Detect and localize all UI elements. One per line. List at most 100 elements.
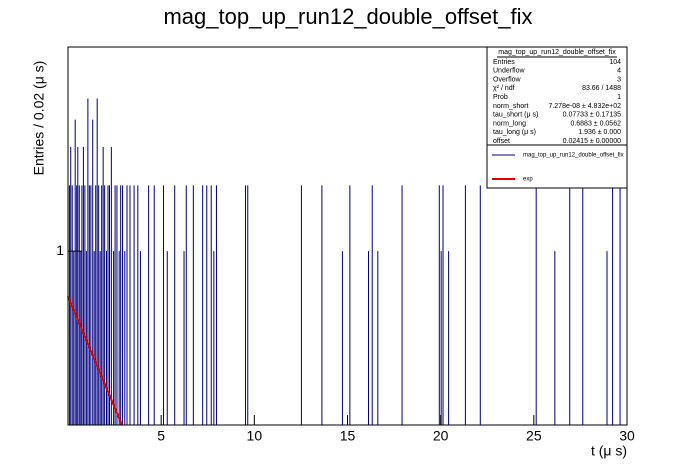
stats-label: χ² / ndf [493,85,515,92]
bar [137,185,139,425]
legend-box [486,144,628,189]
bar [619,185,621,425]
bar [126,185,128,425]
x-tick-label: 10 [247,428,263,444]
stats-value: 0.6883 ± 0.0562 [570,120,621,127]
chart-title: mag_top_up_run12_double_offset_fix [163,4,532,29]
bar [93,251,95,425]
bar [479,185,481,425]
bar [215,185,217,425]
stats-label: tau_short (μ s) [493,112,538,119]
bar [349,185,351,425]
legend-label: exp [523,177,533,183]
bar [401,185,403,425]
stats-value: 1.936 ± 0.000 [578,129,621,136]
bar [612,185,614,425]
bar [133,185,135,425]
bar [104,185,106,425]
bar [81,185,83,425]
bar [82,146,84,425]
stats-label: Entries [493,59,515,66]
bar [78,185,80,425]
x-tick-label: 25 [526,428,542,444]
x-tick-label: 30 [619,428,635,444]
stats-value: 1 [617,94,621,101]
bar [321,185,323,425]
bar [124,251,126,425]
bar [367,251,369,425]
bar [371,185,373,425]
stats-value: 104 [609,59,621,66]
stats-value: 83.66 / 1488 [582,85,621,92]
bar [148,185,150,425]
bar [569,185,571,425]
bar [120,185,122,425]
bar [183,251,185,425]
bar [139,251,141,425]
bar [84,185,86,425]
bar [108,185,110,425]
bar [116,185,118,425]
bar [174,185,176,425]
bar [464,185,466,425]
bar [166,251,168,425]
bar [438,185,440,425]
stats-label: Underflow [493,68,525,75]
bar [606,251,608,425]
bar [122,185,124,425]
bar [110,146,112,425]
bar [77,146,79,425]
stats-label: norm_short [493,103,528,110]
stats-label: norm_long [493,120,526,127]
bar [300,185,302,425]
x-tick-label: 20 [433,428,449,444]
bar [202,185,204,425]
stats-label: tau_long (μ s) [493,129,536,136]
bar [582,185,584,425]
bar [341,251,343,425]
bar [206,185,208,425]
bar [106,251,108,425]
y-axis-label: Entries / 0.02 (μ s) [31,61,47,176]
bar [90,185,92,425]
stats-value: 4 [617,68,621,75]
bar [185,185,187,425]
bar [74,119,76,425]
stats-value: 7.278e-08 ± 4.832e+02 [548,103,621,110]
bar [163,185,165,425]
bar [554,251,556,425]
bar [535,185,537,425]
bar [76,185,78,425]
stats-value: 3 [617,76,621,83]
plot-area [67,98,621,426]
bar [213,251,215,425]
stats-title: mag_top_up_run12_double_offset_fix [498,49,616,56]
bar [118,251,120,425]
stats-box [486,46,628,146]
bar [440,251,442,425]
bar [96,98,98,426]
bar [245,185,247,425]
stats-value: 0.02415 ± 0.00000 [563,138,621,145]
bar [98,185,100,425]
bar [99,251,101,425]
bar [129,185,131,425]
stats-value: 0.07733 ± 0.17135 [563,112,621,119]
x-tick-label: 5 [157,428,165,444]
bar [153,185,155,425]
bar [442,185,444,425]
bar [102,146,104,425]
x-axis-label: t (μ s) [591,443,627,459]
bar [73,251,75,425]
bar [101,185,103,425]
fit-line [67,296,123,426]
stats-label: Overflow [493,76,522,83]
bar [210,185,212,425]
x-tick-label: 15 [340,428,356,444]
y-tick-label: 1 [56,242,64,258]
legend-label: mag_top_up_run12_double_offset_fix [523,153,624,159]
stats-label: offset [493,138,510,145]
bar [95,185,97,425]
bar [88,185,90,425]
